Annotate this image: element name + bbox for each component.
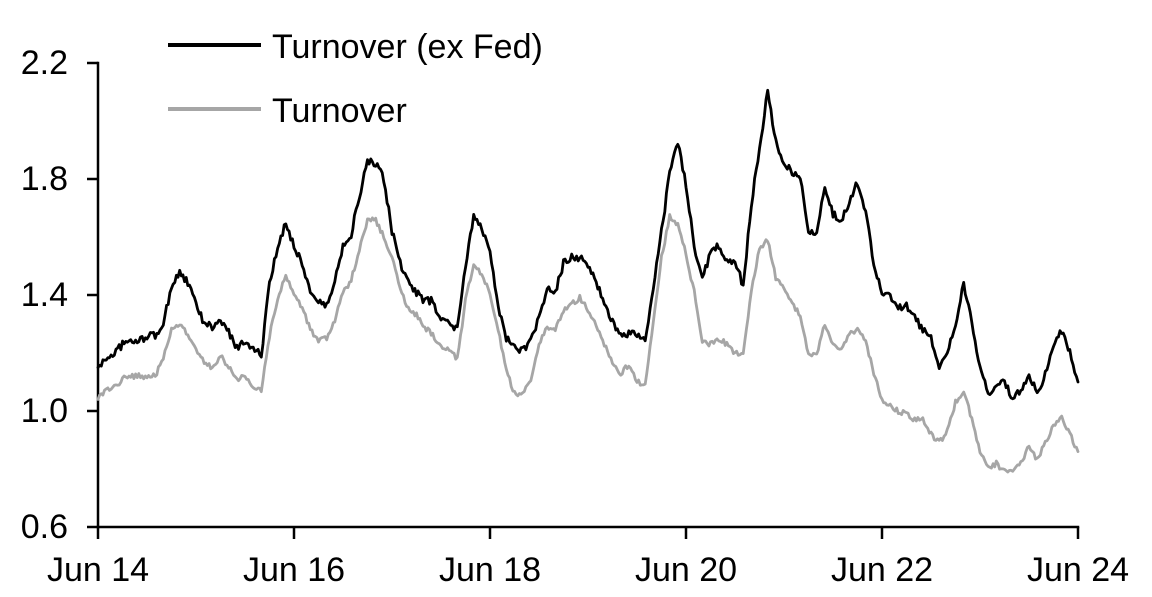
y-tick-label: 1.0 <box>21 392 68 430</box>
x-tick-label: Jun 22 <box>831 551 933 589</box>
x-tick-label: Jun 20 <box>635 551 737 589</box>
legend-entry-turnover: Turnover <box>168 92 407 130</box>
x-tick-label: Jun 24 <box>1027 551 1129 589</box>
y-tick-label: 1.8 <box>21 160 68 198</box>
y-tick-label: 0.6 <box>21 508 68 546</box>
legend-entry-turnover-ex-fed: Turnover (ex Fed) <box>168 28 543 66</box>
y-tick-label: 2.2 <box>21 44 68 82</box>
x-tick-label: Jun 18 <box>439 551 541 589</box>
y-axis: 2.2 1.8 1.4 1.0 0.6 <box>21 44 100 546</box>
x-tick-label: Jun 14 <box>47 551 149 589</box>
legend: Turnover (ex Fed) Turnover <box>168 28 543 130</box>
legend-label-turnover: Turnover <box>272 92 407 130</box>
legend-label-turnover-ex-fed: Turnover (ex Fed) <box>272 28 543 66</box>
plot-series <box>96 88 1080 474</box>
series-line-turnover <box>96 213 1080 474</box>
x-axis: Jun 14 Jun 16 Jun 18 Jun 20 Jun 22 Jun 2… <box>47 525 1129 589</box>
x-tick-label: Jun 16 <box>243 551 345 589</box>
y-tick-label: 1.4 <box>21 276 68 314</box>
series-line-turnover-ex-fed <box>96 88 1080 401</box>
